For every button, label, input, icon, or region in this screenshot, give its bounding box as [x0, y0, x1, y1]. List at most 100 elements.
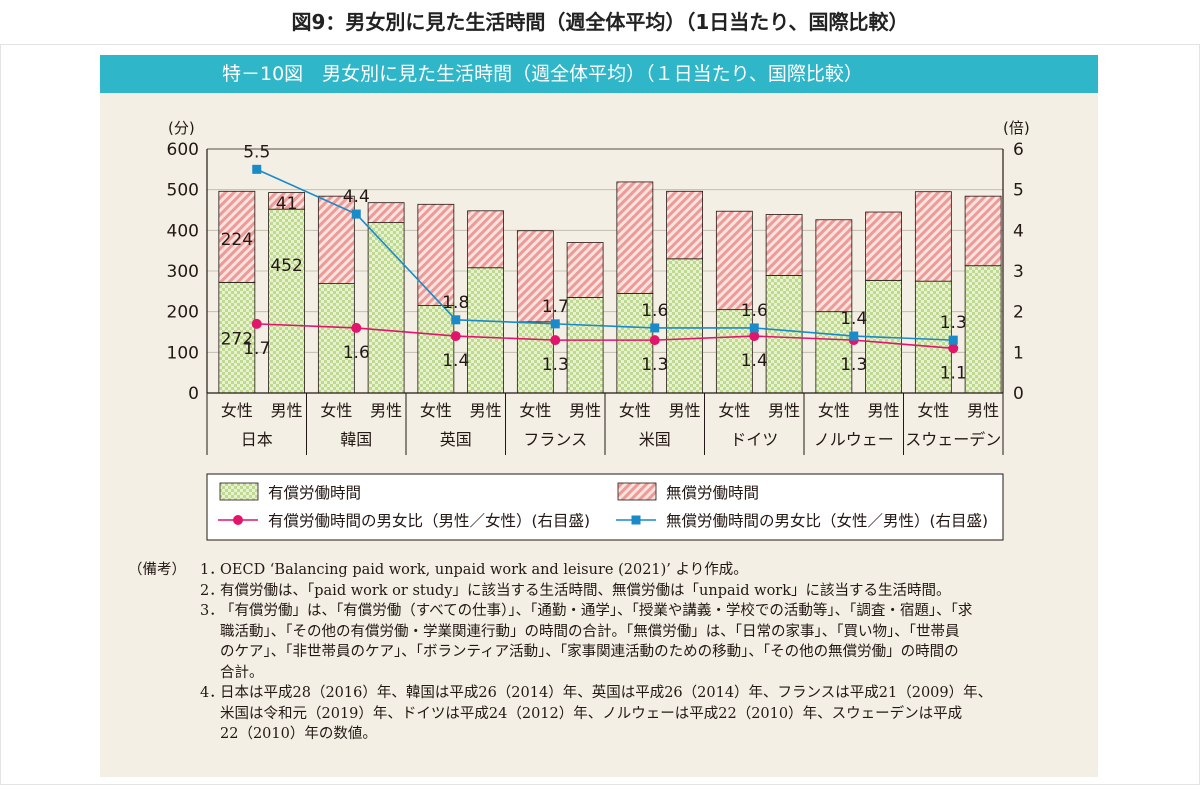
x-tick-label-country: 韓国 — [340, 430, 372, 449]
bars — [218, 181, 1002, 394]
bar-unpaid — [765, 214, 803, 276]
paid-ratio-point — [351, 322, 362, 333]
note-line: 米国は令和元（2019）年、ドイツは平成24（2012）年、ノルウェーは平成22… — [220, 705, 963, 722]
notes-head: （備考） — [128, 562, 186, 578]
unpaid-ratio-point — [650, 323, 660, 333]
y2-tick-label: 5 — [1013, 181, 1024, 201]
legend-label-unpaid-ratio: 無償労働時間の男女比（女性／男性）(右目盛) — [666, 511, 988, 530]
note-text: OECD ‘Balancing paid work, unpaid work a… — [220, 560, 1088, 581]
y2-tick-label: 0 — [1013, 384, 1024, 404]
data-labels: 1.7 1.6 1.4 1.3 1.3 1.4 1.3 1.1 5.5 4.4 1.8 1.7 1.6 1… — [221, 142, 967, 383]
bar-value-label: 41 — [276, 194, 298, 214]
paid-ratio-point — [550, 335, 561, 346]
paid-ratio-label: 1.6 — [343, 343, 370, 363]
note-line: 合計。 — [220, 664, 264, 681]
y-axis-unit: (分) — [168, 119, 195, 137]
y2-tick-label: 2 — [1013, 303, 1024, 323]
legend-label-unpaid: 無償労働時間 — [666, 484, 759, 502]
y-tick-label: 400 — [167, 221, 199, 241]
bar-unpaid — [417, 203, 455, 306]
paid-ratio-label: 1.3 — [542, 355, 569, 375]
bar-paid — [765, 275, 803, 394]
x-tick-label-sex: 男性 — [271, 401, 303, 420]
unpaid-ratio-label: 1.3 — [940, 313, 967, 333]
bar-paid — [417, 305, 455, 394]
bar-unpaid — [268, 192, 306, 210]
x-tick-label-country: スウェーデン — [905, 430, 1001, 449]
bar-paid — [367, 222, 405, 394]
bar-value-label: 272 — [221, 329, 253, 349]
paid-ratio-point — [251, 318, 262, 329]
paid-ratio-label: 1.3 — [840, 355, 867, 375]
x-tick-label-sex: 女性 — [718, 401, 750, 420]
note-item-3: 3． 「有償労働」は、「有償労働（すべての仕事）」、「通勤・通学」、「授業や講義… — [128, 601, 1088, 683]
bar-paid — [268, 208, 306, 394]
paid-ratio-point — [649, 335, 660, 346]
x-tick-label-sex: 女性 — [320, 401, 352, 420]
bar-paid — [616, 292, 654, 394]
bar-paid — [467, 267, 505, 394]
bar-paid — [815, 311, 853, 394]
bar-paid — [566, 297, 604, 394]
note-item-1: （備考） 1． OECD ‘Balancing paid work, unpai… — [128, 560, 1088, 581]
y2-tick-label: 6 — [1013, 140, 1024, 160]
bar-value-label: 224 — [221, 230, 253, 250]
unpaid-ratio-point — [550, 319, 560, 329]
legend-box — [206, 473, 1004, 541]
x-tick-label-sex: 男性 — [967, 401, 999, 420]
x-tick-label-sex: 女性 — [519, 401, 551, 420]
y-tick-label: 200 — [167, 303, 199, 323]
x-tick-label-sex: 女性 — [917, 401, 949, 420]
bar-unpaid — [964, 195, 1002, 267]
unpaid-ratio-label: 1.6 — [641, 301, 668, 321]
legend-marker-paid-ratio — [233, 515, 243, 525]
note-text: 「有償労働」は、「有償労働（すべての仕事）」、「通勤・通学」、「授業や講義・学校… — [220, 601, 1088, 683]
note-number: 4． — [200, 685, 224, 701]
bar-paid — [666, 258, 703, 394]
bar-paid — [914, 280, 952, 394]
axes: 0 100 200 300 400 500 600 0 1 2 3 4 5 6 (分) (倍) — [167, 119, 1030, 404]
note-item-2: 2． 有償労働は、「paid work or study」に該当する生活時間、無… — [128, 581, 1088, 602]
bar-unpaid — [865, 211, 902, 281]
legend-marker-unpaid-ratio — [631, 515, 641, 525]
bar-unpaid — [815, 219, 853, 313]
paid-ratio-label: 1.4 — [442, 351, 469, 371]
unpaid-ratio-point — [749, 323, 759, 333]
note-line: 有償労働は、「paid work or study」に該当する生活時間、無償労働… — [220, 582, 951, 599]
x-tick-label-country: 日本 — [241, 430, 273, 449]
bar-unpaid — [218, 190, 256, 283]
paid-ratio-label: 1.3 — [641, 355, 668, 375]
page-title: 図9：男女別に見た生活時間（週全体平均）（1日当たり、国際比較） — [291, 10, 909, 34]
figure-panel — [100, 55, 1098, 777]
x-tick-label-sex: 女性 — [619, 401, 651, 420]
x-tick-label-sex: 男性 — [569, 401, 601, 420]
note-line: 22（2010）年の数値。 — [220, 726, 377, 742]
note-item-4: 4． 日本は平成28（2016）年、韓国は平成26（2014）年、英国は平成26… — [128, 683, 1088, 745]
unpaid-ratio-label: 1.7 — [542, 297, 569, 317]
x-tick-label-country: ドイツ — [730, 430, 778, 449]
x-tick-label-country: 米国 — [639, 430, 671, 449]
paid-ratio-line — [256, 323, 954, 350]
ratio-lines — [251, 164, 959, 354]
x-tick-label-sex: 女性 — [420, 401, 452, 420]
note-line: のケア」、「非世帯員のケア」、「ボランティア活動」、「家事関連活動のための移動」… — [220, 644, 959, 660]
unpaid-ratio-point — [849, 331, 859, 341]
note-line: 「有償労働」は、「有償労働（すべての仕事）」、「通勤・通学」、「授業や講義・学校… — [220, 603, 973, 619]
paid-ratio-label: 1.4 — [741, 351, 768, 371]
legend-swatch-unpaid — [617, 482, 657, 501]
note-line: OECD ‘Balancing paid work, unpaid work a… — [220, 562, 748, 578]
x-tick-label-country: ノルウェー — [814, 430, 894, 449]
legend-label-paid-ratio: 有償労働時間の男女比（男性／女性）(右目盛) — [268, 511, 590, 530]
x-tick-label-country: 英国 — [440, 430, 472, 449]
bar-unpaid — [317, 195, 355, 285]
unpaid-ratio-line — [256, 168, 954, 341]
y2-tick-label: 1 — [1013, 343, 1024, 363]
paid-ratio-point — [450, 331, 461, 342]
unpaid-ratio-point — [351, 209, 361, 219]
paid-ratio-point — [948, 343, 959, 354]
bar-paid — [516, 321, 554, 394]
note-line: 職活動」、「その他の有償労働・学業関連行動」の時間の合計。「無償労働」は、「日常… — [220, 623, 960, 640]
x-tick-label-sex: 男性 — [669, 401, 701, 420]
